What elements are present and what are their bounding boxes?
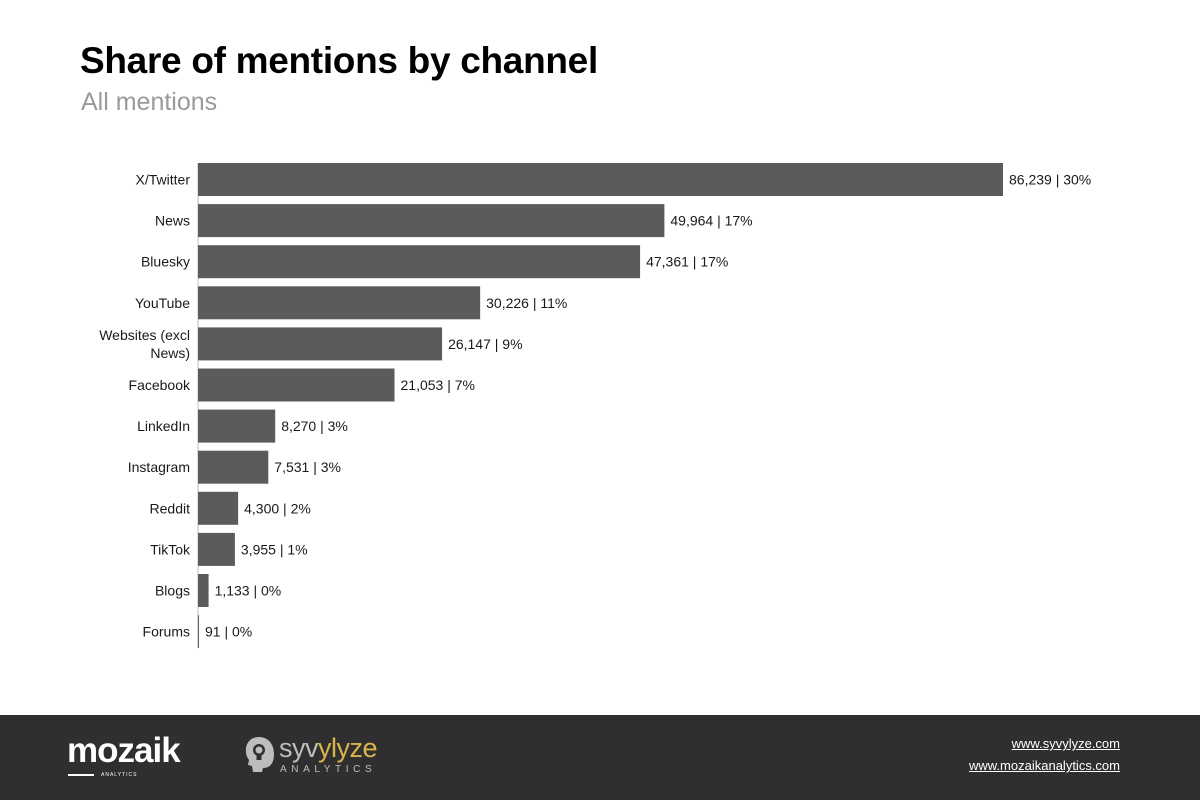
data-label-5: 21,053 | 7%: [401, 377, 475, 393]
category-label-0: X/Twitter: [136, 172, 191, 188]
syvylyze-website-link[interactable]: www.syvylyze.com: [1011, 736, 1120, 751]
data-label-10: 1,133 | 0%: [215, 583, 282, 599]
mozaik-logo-wordmark: mozaik: [67, 731, 181, 770]
data-label-8: 4,300 | 2%: [244, 500, 311, 516]
bar-2: [198, 245, 641, 279]
syvylyze-logo-wordmark: syvylyze: [279, 733, 378, 764]
category-label-11: Forums: [143, 624, 190, 640]
data-label-0: 86,239 | 30%: [1009, 172, 1091, 188]
category-label-3: YouTube: [135, 295, 190, 311]
data-label-1: 49,964 | 17%: [670, 213, 752, 229]
category-label-8: Reddit: [150, 500, 191, 516]
bar-11: [198, 615, 199, 649]
chart-title: Share of mentions by channel: [80, 40, 598, 81]
syvylyze-logo: syvylyze ANALYTICS: [244, 733, 384, 781]
category-label-9: TikTok: [150, 541, 191, 557]
data-label-6: 8,270 | 3%: [281, 418, 348, 434]
bar-3: [198, 286, 481, 320]
category-label-2: Bluesky: [141, 254, 190, 270]
bar-5: [198, 368, 395, 402]
bar-0: [198, 163, 1003, 196]
bar-10: [198, 574, 209, 607]
mozaik-logo: mozaik ANALYTICS: [67, 731, 197, 781]
bar-6: [198, 409, 276, 443]
syvylyze-wordmark-accent: ylyze: [318, 733, 378, 763]
category-label-10: Blogs: [155, 583, 190, 599]
data-label-11: 91 | 0%: [205, 624, 252, 640]
chart-subtitle: All mentions: [81, 88, 218, 116]
bar-4: [198, 327, 443, 361]
syvylyze-logo-subtext: ANALYTICS: [280, 764, 377, 775]
bar-7: [198, 450, 269, 484]
head-lightbulb-icon: [245, 737, 274, 772]
category-label-5: Facebook: [129, 377, 191, 393]
data-label-2: 47,361 | 17%: [646, 254, 728, 270]
mozaik-logo-subtext: ANALYTICS: [101, 772, 138, 778]
footer-bar: mozaik ANALYTICS syvylyze ANALYTICS www.…: [0, 715, 1200, 800]
bar-1: [198, 204, 665, 238]
category-label-1: News: [155, 213, 190, 229]
syvylyze-wordmark-prefix: syv: [279, 733, 319, 763]
data-label-3: 30,226 | 11%: [486, 295, 567, 311]
category-label-7: Instagram: [128, 459, 190, 475]
category-label-4: Websites (excl News): [99, 327, 190, 361]
mozaik-logo-underline: [68, 774, 94, 776]
mozaik-website-link[interactable]: www.mozaikanalytics.com: [969, 758, 1120, 773]
bar-chart: X/Twitter 86,239 | 30% News 49,964 | 17% Blu…: [99, 163, 1091, 649]
bar-9: [198, 532, 235, 566]
category-label-6: LinkedIn: [137, 418, 190, 434]
data-label-9: 3,955 | 1%: [241, 541, 308, 557]
data-label-4: 26,147 | 9%: [448, 336, 522, 352]
data-label-7: 7,531 | 3%: [274, 459, 341, 475]
bar-8: [198, 491, 239, 525]
